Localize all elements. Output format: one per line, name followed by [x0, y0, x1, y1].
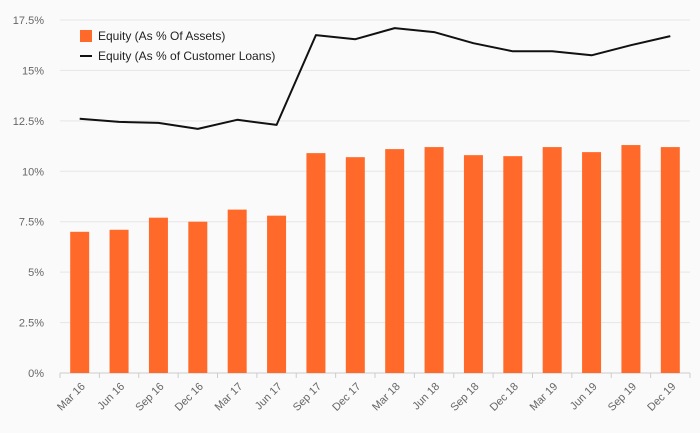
line-series	[79, 27, 671, 130]
x-tick-label: Dec 17	[330, 381, 363, 414]
x-tick-label: Mar 16	[55, 381, 88, 414]
x-tick-label: Mar 18	[370, 381, 403, 414]
x-tick-label: Jun 19	[568, 381, 600, 413]
x-tick-label: Sep 17	[291, 381, 324, 414]
bar	[463, 155, 483, 373]
x-tick-label: Sep 19	[606, 381, 639, 414]
y-tick-label: 7.5%	[19, 217, 44, 229]
bar	[542, 147, 562, 373]
y-axis: 0% 2.5% 5% 7.5% 10% 12.5% 15% 17.5%	[13, 15, 44, 380]
x-tick-label: Jun 16	[95, 381, 127, 413]
bar	[188, 221, 208, 373]
line-path	[79, 27, 671, 130]
y-tick-label: 2.5%	[19, 318, 44, 330]
x-tick-label: Mar 19	[528, 381, 561, 414]
x-tick-label: Dec 19	[645, 381, 678, 414]
bar	[227, 209, 247, 373]
y-tick-label: 10%	[22, 166, 44, 178]
bar-series	[70, 145, 680, 373]
y-tick-label: 0%	[28, 368, 44, 380]
x-tick-label: Dec 18	[488, 381, 521, 414]
y-tick-label: 5%	[28, 267, 44, 279]
bar	[306, 153, 326, 373]
x-tick-label: Jun 17	[253, 381, 285, 413]
bar	[582, 152, 602, 373]
y-tick-label: 15%	[22, 65, 44, 77]
bar	[385, 149, 405, 373]
bar	[660, 147, 680, 373]
bar	[148, 217, 168, 373]
bar	[70, 231, 90, 373]
y-tick-label: 12.5%	[13, 116, 44, 128]
legend-swatch-bar	[80, 30, 92, 42]
legend: Equity (As % Of Assets) Equity (As % of …	[80, 29, 275, 63]
bar	[109, 229, 129, 373]
x-tick-label: Jun 18	[410, 381, 442, 413]
x-tick-label: Dec 16	[173, 381, 206, 414]
x-axis: Mar 16 Jun 16 Sep 16 Dec 16 Mar 17 Jun 17 Sep …	[55, 373, 691, 414]
bar	[424, 147, 444, 373]
legend-label-bar: Equity (As % Of Assets)	[98, 29, 225, 43]
y-tick-label: 17.5%	[13, 15, 44, 27]
bar	[345, 157, 365, 373]
bar	[267, 215, 287, 373]
x-tick-label: Sep 18	[448, 381, 481, 414]
x-tick-label: Sep 16	[133, 381, 166, 414]
bar	[503, 156, 523, 373]
legend-label-line: Equity (As % of Customer Loans)	[98, 49, 275, 63]
x-tick-label: Mar 17	[213, 381, 246, 414]
bar	[621, 145, 641, 373]
